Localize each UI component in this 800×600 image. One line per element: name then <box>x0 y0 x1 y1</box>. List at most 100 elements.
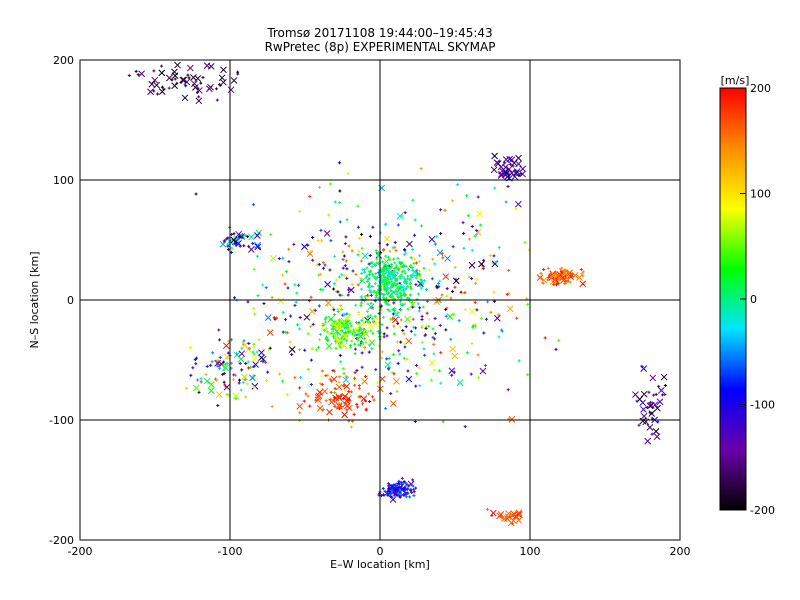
data-point-plus <box>364 408 368 412</box>
data-point-plus <box>347 398 351 402</box>
data-point-cross <box>241 341 249 349</box>
data-point-plus <box>342 274 346 278</box>
data-point-plus <box>272 316 276 320</box>
data-point-plus <box>246 300 250 304</box>
data-point-plus <box>217 338 221 342</box>
data-point-cross <box>316 389 324 396</box>
data-point-plus <box>506 388 510 392</box>
data-point-plus <box>453 265 457 269</box>
data-point-plus <box>329 390 333 394</box>
data-point-plus <box>298 348 302 352</box>
data-point-plus <box>396 481 400 485</box>
data-point-cross <box>428 235 436 243</box>
data-point-plus <box>398 494 402 498</box>
data-point-cross <box>658 387 665 394</box>
data-point-plus <box>423 353 427 357</box>
data-point-plus <box>417 259 421 263</box>
data-point-plus <box>350 282 354 286</box>
data-point-plus <box>217 328 221 332</box>
data-point-plus <box>315 348 319 352</box>
data-point-plus <box>400 483 404 487</box>
data-point-plus <box>342 313 346 317</box>
data-point-plus <box>363 374 367 378</box>
data-point-plus <box>438 279 442 283</box>
data-point-plus <box>481 267 485 271</box>
data-point-plus <box>410 491 414 495</box>
data-point-plus <box>542 267 546 271</box>
data-point-plus <box>225 392 229 396</box>
data-point-plus <box>411 268 415 272</box>
data-point-plus <box>444 314 448 318</box>
data-point-cross <box>632 391 639 398</box>
data-point-plus <box>332 313 336 317</box>
data-point-plus <box>503 161 507 165</box>
data-point-cross <box>646 424 654 431</box>
data-point-plus <box>385 326 389 330</box>
data-point-plus <box>252 203 256 207</box>
data-point-plus <box>360 272 364 276</box>
data-point-plus <box>414 271 418 275</box>
data-point-plus <box>386 308 390 312</box>
data-point-plus <box>185 386 189 390</box>
data-point-plus <box>475 308 479 312</box>
data-point-plus <box>397 349 401 353</box>
data-point-plus <box>412 261 416 265</box>
data-point-cross <box>306 250 314 258</box>
data-point-plus <box>357 395 361 399</box>
data-point-plus <box>422 266 426 270</box>
data-point-plus <box>420 314 424 318</box>
data-point-plus <box>404 325 408 329</box>
data-point-plus <box>381 315 385 319</box>
data-point-plus <box>333 404 337 408</box>
data-point-plus <box>343 264 347 268</box>
data-point-plus <box>387 366 391 370</box>
data-point-plus <box>457 319 461 323</box>
data-point-cross <box>277 297 285 305</box>
data-point-plus <box>394 266 398 270</box>
data-point-plus <box>408 282 412 286</box>
data-point-plus <box>298 210 302 214</box>
data-point-plus <box>390 292 394 296</box>
data-point-plus <box>136 73 140 77</box>
data-point-cross <box>515 516 523 524</box>
data-point-plus <box>470 224 474 228</box>
data-point-cross <box>230 236 238 244</box>
data-point-plus <box>424 333 428 337</box>
data-point-cross <box>519 165 527 173</box>
data-point-plus <box>374 263 378 267</box>
data-point-plus <box>338 375 342 379</box>
data-point-cross <box>330 375 338 383</box>
data-point-plus <box>400 288 404 292</box>
data-point-cross <box>251 382 259 390</box>
data-point-plus <box>497 313 501 317</box>
data-point-plus <box>421 282 425 286</box>
data-point-plus <box>399 284 403 288</box>
data-point-cross <box>494 314 501 322</box>
data-point-plus <box>309 383 313 387</box>
data-point-plus <box>197 390 201 394</box>
data-point-cross <box>479 367 487 375</box>
data-point-plus <box>226 244 230 248</box>
data-point-plus <box>396 223 400 227</box>
data-point-plus <box>372 290 376 294</box>
data-point-plus <box>364 340 368 344</box>
data-point-plus <box>441 420 445 424</box>
data-point-plus <box>367 262 371 266</box>
data-point-plus <box>371 317 375 321</box>
data-point-plus <box>427 268 431 272</box>
data-point-plus <box>270 296 274 300</box>
data-point-plus <box>332 308 336 312</box>
data-point-plus <box>483 363 487 367</box>
data-point-plus <box>216 404 220 408</box>
data-point-plus <box>557 339 561 343</box>
x-tick-label: -100 <box>218 545 243 558</box>
data-point-cross <box>515 160 522 168</box>
data-point-plus <box>431 257 435 261</box>
data-point-plus <box>429 378 433 382</box>
data-point-cross <box>540 276 548 284</box>
data-point-plus <box>385 357 389 361</box>
data-point-plus <box>204 372 208 376</box>
data-point-plus <box>580 272 584 276</box>
data-point-plus <box>343 242 347 246</box>
data-point-plus <box>372 274 376 278</box>
